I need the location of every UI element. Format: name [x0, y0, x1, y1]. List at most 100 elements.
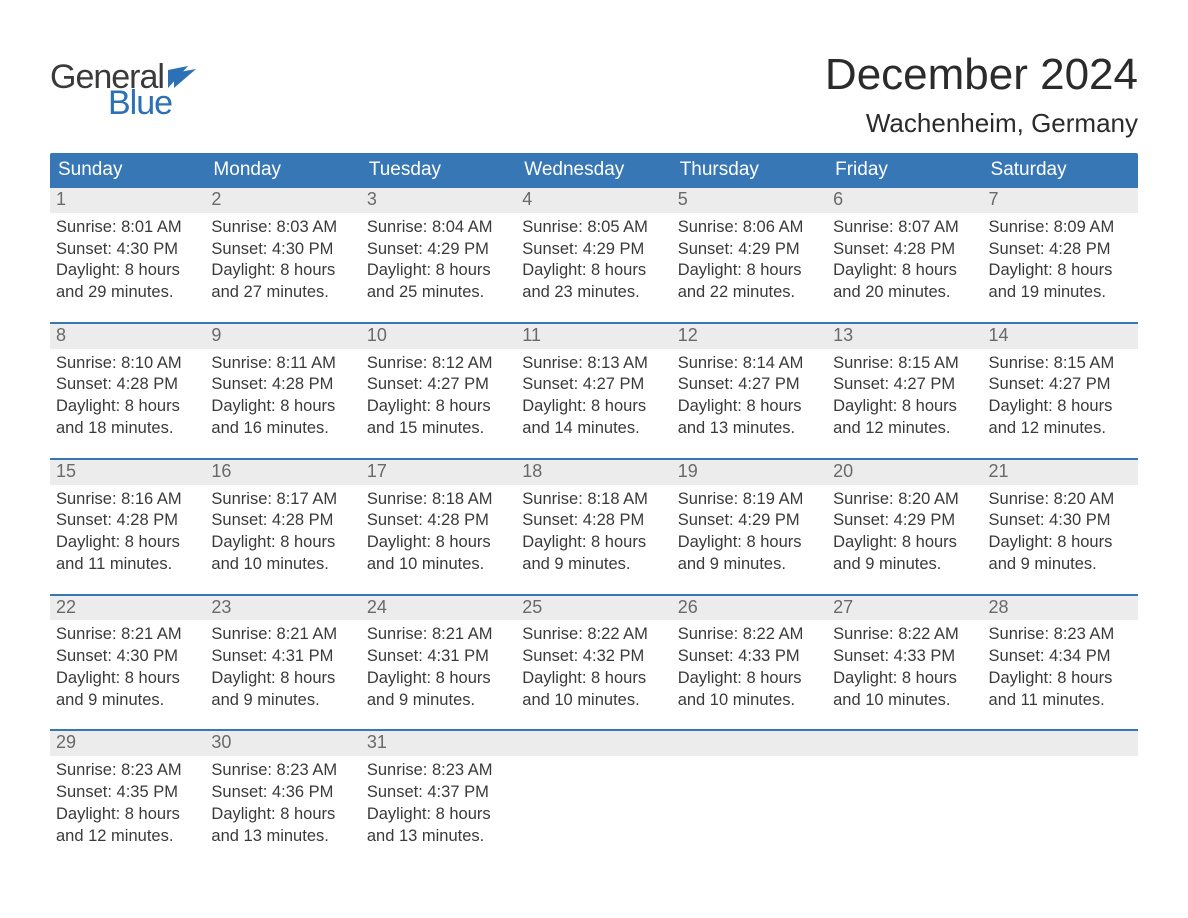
day-d1: Daylight: 8 hours	[211, 532, 354, 554]
day-number: 8	[50, 324, 205, 349]
brand-logo: General Blue	[50, 50, 198, 120]
weekday-header: Tuesday	[361, 153, 516, 188]
day-sunrise: Sunrise: 8:05 AM	[522, 217, 665, 239]
day-body: Sunrise: 8:23 AMSunset: 4:37 PMDaylight:…	[361, 756, 516, 857]
day-d1: Daylight: 8 hours	[678, 668, 821, 690]
day-number: 18	[516, 460, 671, 485]
day-sunrise: Sunrise: 8:23 AM	[989, 624, 1132, 646]
page: General Blue December 2024 Wachenheim, G…	[0, 0, 1188, 917]
day-body: Sunrise: 8:12 AMSunset: 4:27 PMDaylight:…	[361, 349, 516, 450]
day-number: 22	[50, 596, 205, 621]
day-body: Sunrise: 8:01 AMSunset: 4:30 PMDaylight:…	[50, 213, 205, 314]
day-number: 28	[983, 596, 1138, 621]
day-cell: 13Sunrise: 8:15 AMSunset: 4:27 PMDayligh…	[827, 324, 982, 450]
day-sunset: Sunset: 4:37 PM	[367, 782, 510, 804]
day-cell	[672, 731, 827, 857]
day-sunrise: Sunrise: 8:04 AM	[367, 217, 510, 239]
day-d2: and 23 minutes.	[522, 282, 665, 304]
day-sunrise: Sunrise: 8:23 AM	[56, 760, 199, 782]
day-cell: 14Sunrise: 8:15 AMSunset: 4:27 PMDayligh…	[983, 324, 1138, 450]
day-sunset: Sunset: 4:35 PM	[56, 782, 199, 804]
day-cell: 17Sunrise: 8:18 AMSunset: 4:28 PMDayligh…	[361, 460, 516, 586]
day-d2: and 9 minutes.	[367, 690, 510, 712]
day-sunset: Sunset: 4:31 PM	[367, 646, 510, 668]
day-body: Sunrise: 8:16 AMSunset: 4:28 PMDaylight:…	[50, 485, 205, 586]
day-sunrise: Sunrise: 8:03 AM	[211, 217, 354, 239]
flag-icon	[168, 66, 198, 92]
day-d1: Daylight: 8 hours	[678, 260, 821, 282]
day-number: 5	[672, 188, 827, 213]
day-cell: 3Sunrise: 8:04 AMSunset: 4:29 PMDaylight…	[361, 188, 516, 314]
day-sunset: Sunset: 4:29 PM	[522, 239, 665, 261]
day-d2: and 15 minutes.	[367, 418, 510, 440]
day-cell: 6Sunrise: 8:07 AMSunset: 4:28 PMDaylight…	[827, 188, 982, 314]
day-d1: Daylight: 8 hours	[833, 260, 976, 282]
day-sunset: Sunset: 4:28 PM	[833, 239, 976, 261]
day-sunrise: Sunrise: 8:10 AM	[56, 353, 199, 375]
day-d1: Daylight: 8 hours	[678, 396, 821, 418]
day-d2: and 18 minutes.	[56, 418, 199, 440]
day-number: 24	[361, 596, 516, 621]
day-cell: 12Sunrise: 8:14 AMSunset: 4:27 PMDayligh…	[672, 324, 827, 450]
day-number: 9	[205, 324, 360, 349]
day-cell	[516, 731, 671, 857]
day-sunrise: Sunrise: 8:19 AM	[678, 489, 821, 511]
week-row: 29Sunrise: 8:23 AMSunset: 4:35 PMDayligh…	[50, 729, 1138, 857]
day-number: 29	[50, 731, 205, 756]
day-sunrise: Sunrise: 8:22 AM	[678, 624, 821, 646]
day-d2: and 14 minutes.	[522, 418, 665, 440]
day-sunset: Sunset: 4:27 PM	[833, 374, 976, 396]
day-d1: Daylight: 8 hours	[522, 668, 665, 690]
day-sunset: Sunset: 4:30 PM	[989, 510, 1132, 532]
title-block: December 2024 Wachenheim, Germany	[825, 50, 1138, 139]
day-sunset: Sunset: 4:28 PM	[522, 510, 665, 532]
day-d1: Daylight: 8 hours	[367, 804, 510, 826]
weekday-header: Wednesday	[516, 153, 671, 188]
day-sunset: Sunset: 4:29 PM	[833, 510, 976, 532]
day-sunrise: Sunrise: 8:11 AM	[211, 353, 354, 375]
day-d2: and 10 minutes.	[211, 554, 354, 576]
day-number: 12	[672, 324, 827, 349]
day-number: 17	[361, 460, 516, 485]
day-sunset: Sunset: 4:29 PM	[678, 510, 821, 532]
day-body: Sunrise: 8:22 AMSunset: 4:33 PMDaylight:…	[672, 620, 827, 721]
day-body: Sunrise: 8:21 AMSunset: 4:31 PMDaylight:…	[361, 620, 516, 721]
day-cell: 1Sunrise: 8:01 AMSunset: 4:30 PMDaylight…	[50, 188, 205, 314]
day-d1: Daylight: 8 hours	[56, 396, 199, 418]
day-d1: Daylight: 8 hours	[678, 532, 821, 554]
day-number: 4	[516, 188, 671, 213]
day-body: Sunrise: 8:21 AMSunset: 4:31 PMDaylight:…	[205, 620, 360, 721]
day-d1: Daylight: 8 hours	[833, 396, 976, 418]
day-cell: 28 Sunrise: 8:23 AMSunset: 4:34 PMDayligh…	[983, 596, 1138, 722]
day-d1: Daylight: 8 hours	[56, 260, 199, 282]
day-body: Sunrise: 8:17 AMSunset: 4:28 PMDaylight:…	[205, 485, 360, 586]
day-sunset: Sunset: 4:34 PM	[989, 646, 1132, 668]
day-number: 26	[672, 596, 827, 621]
day-number: 15	[50, 460, 205, 485]
day-body: Sunrise: 8:03 AMSunset: 4:30 PMDaylight:…	[205, 213, 360, 314]
day-d2: and 13 minutes.	[211, 826, 354, 848]
day-sunset: Sunset: 4:33 PM	[678, 646, 821, 668]
day-d2: and 13 minutes.	[678, 418, 821, 440]
day-sunset: Sunset: 4:28 PM	[211, 510, 354, 532]
day-number: 27	[827, 596, 982, 621]
day-d1: Daylight: 8 hours	[56, 804, 199, 826]
day-sunrise: Sunrise: 8:16 AM	[56, 489, 199, 511]
day-sunrise: Sunrise: 8:22 AM	[522, 624, 665, 646]
day-cell	[827, 731, 982, 857]
day-sunrise: Sunrise: 8:20 AM	[989, 489, 1132, 511]
day-sunset: Sunset: 4:27 PM	[989, 374, 1132, 396]
day-body: Sunrise: 8:23 AMSunset: 4:36 PMDaylight:…	[205, 756, 360, 857]
day-cell	[983, 731, 1138, 857]
week-row: 15Sunrise: 8:16 AMSunset: 4:28 PMDayligh…	[50, 458, 1138, 586]
day-number: 14	[983, 324, 1138, 349]
day-d1: Daylight: 8 hours	[211, 396, 354, 418]
day-cell: 25Sunrise: 8:22 AMSunset: 4:32 PMDayligh…	[516, 596, 671, 722]
day-d2: and 11 minutes.	[989, 690, 1132, 712]
day-d1: Daylight: 8 hours	[989, 668, 1132, 690]
day-d1: Daylight: 8 hours	[367, 260, 510, 282]
day-body: Sunrise: 8:06 AMSunset: 4:29 PMDaylight:…	[672, 213, 827, 314]
day-d2: and 20 minutes.	[833, 282, 976, 304]
day-body: Sunrise: 8:18 AMSunset: 4:28 PMDaylight:…	[361, 485, 516, 586]
day-sunrise: Sunrise: 8:21 AM	[211, 624, 354, 646]
